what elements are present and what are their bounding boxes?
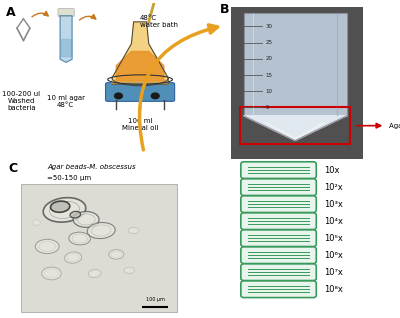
Text: 100 ml
Mineral oil: 100 ml Mineral oil <box>122 118 158 131</box>
Text: 10⁵x: 10⁵x <box>324 234 344 243</box>
Ellipse shape <box>32 220 41 225</box>
Polygon shape <box>61 39 71 56</box>
FancyBboxPatch shape <box>241 179 316 196</box>
Polygon shape <box>116 52 164 81</box>
Bar <box>244 13 347 116</box>
Text: 10⁷x: 10⁷x <box>324 268 344 277</box>
FancyBboxPatch shape <box>241 196 316 212</box>
Ellipse shape <box>64 252 82 263</box>
Ellipse shape <box>124 267 135 273</box>
Ellipse shape <box>35 239 59 254</box>
Text: 100-200 ul
Washed
bacteria: 100-200 ul Washed bacteria <box>2 91 40 111</box>
Text: B: B <box>220 3 229 16</box>
Text: 10⁴x: 10⁴x <box>324 217 344 226</box>
FancyBboxPatch shape <box>241 213 316 230</box>
Ellipse shape <box>128 227 139 234</box>
Bar <box>231 7 363 159</box>
Polygon shape <box>112 22 168 84</box>
Text: 10: 10 <box>266 89 273 94</box>
Text: 10⁶x: 10⁶x <box>324 251 344 260</box>
Text: 10 ml agar
48°C: 10 ml agar 48°C <box>46 95 84 108</box>
Text: 25: 25 <box>266 40 273 45</box>
Ellipse shape <box>73 211 99 227</box>
FancyBboxPatch shape <box>241 247 316 264</box>
FancyBboxPatch shape <box>106 83 175 101</box>
Ellipse shape <box>42 267 61 280</box>
Bar <box>240 107 350 144</box>
Ellipse shape <box>87 223 115 238</box>
Text: A: A <box>6 6 16 19</box>
Bar <box>21 184 177 312</box>
FancyBboxPatch shape <box>241 264 316 280</box>
Text: Agar beads-M. obscessus: Agar beads-M. obscessus <box>47 164 136 170</box>
Polygon shape <box>266 122 324 139</box>
Text: =50-150 μm: =50-150 μm <box>47 175 91 181</box>
Ellipse shape <box>70 211 80 218</box>
Ellipse shape <box>109 250 124 259</box>
FancyBboxPatch shape <box>241 230 316 246</box>
Text: 5: 5 <box>266 105 269 110</box>
Ellipse shape <box>69 232 90 245</box>
Ellipse shape <box>88 269 101 278</box>
Text: Agar beads: Agar beads <box>389 123 400 129</box>
Polygon shape <box>60 16 72 62</box>
Text: 20: 20 <box>266 56 273 61</box>
Ellipse shape <box>50 201 70 212</box>
Text: C: C <box>8 162 18 175</box>
Circle shape <box>114 93 122 99</box>
Text: 10³x: 10³x <box>324 200 344 209</box>
Text: 48°C
water bath: 48°C water bath <box>140 15 178 28</box>
Ellipse shape <box>43 198 86 222</box>
FancyBboxPatch shape <box>241 162 316 178</box>
Text: 100 μm: 100 μm <box>146 296 165 301</box>
Text: 15: 15 <box>266 73 273 78</box>
Text: 30: 30 <box>266 24 273 29</box>
FancyBboxPatch shape <box>241 281 316 298</box>
Text: 10x: 10x <box>324 166 340 175</box>
FancyBboxPatch shape <box>58 9 74 17</box>
Polygon shape <box>244 116 347 141</box>
Text: 10⁸x: 10⁸x <box>324 285 344 294</box>
Circle shape <box>151 93 159 99</box>
Text: 10²x: 10²x <box>324 183 343 192</box>
